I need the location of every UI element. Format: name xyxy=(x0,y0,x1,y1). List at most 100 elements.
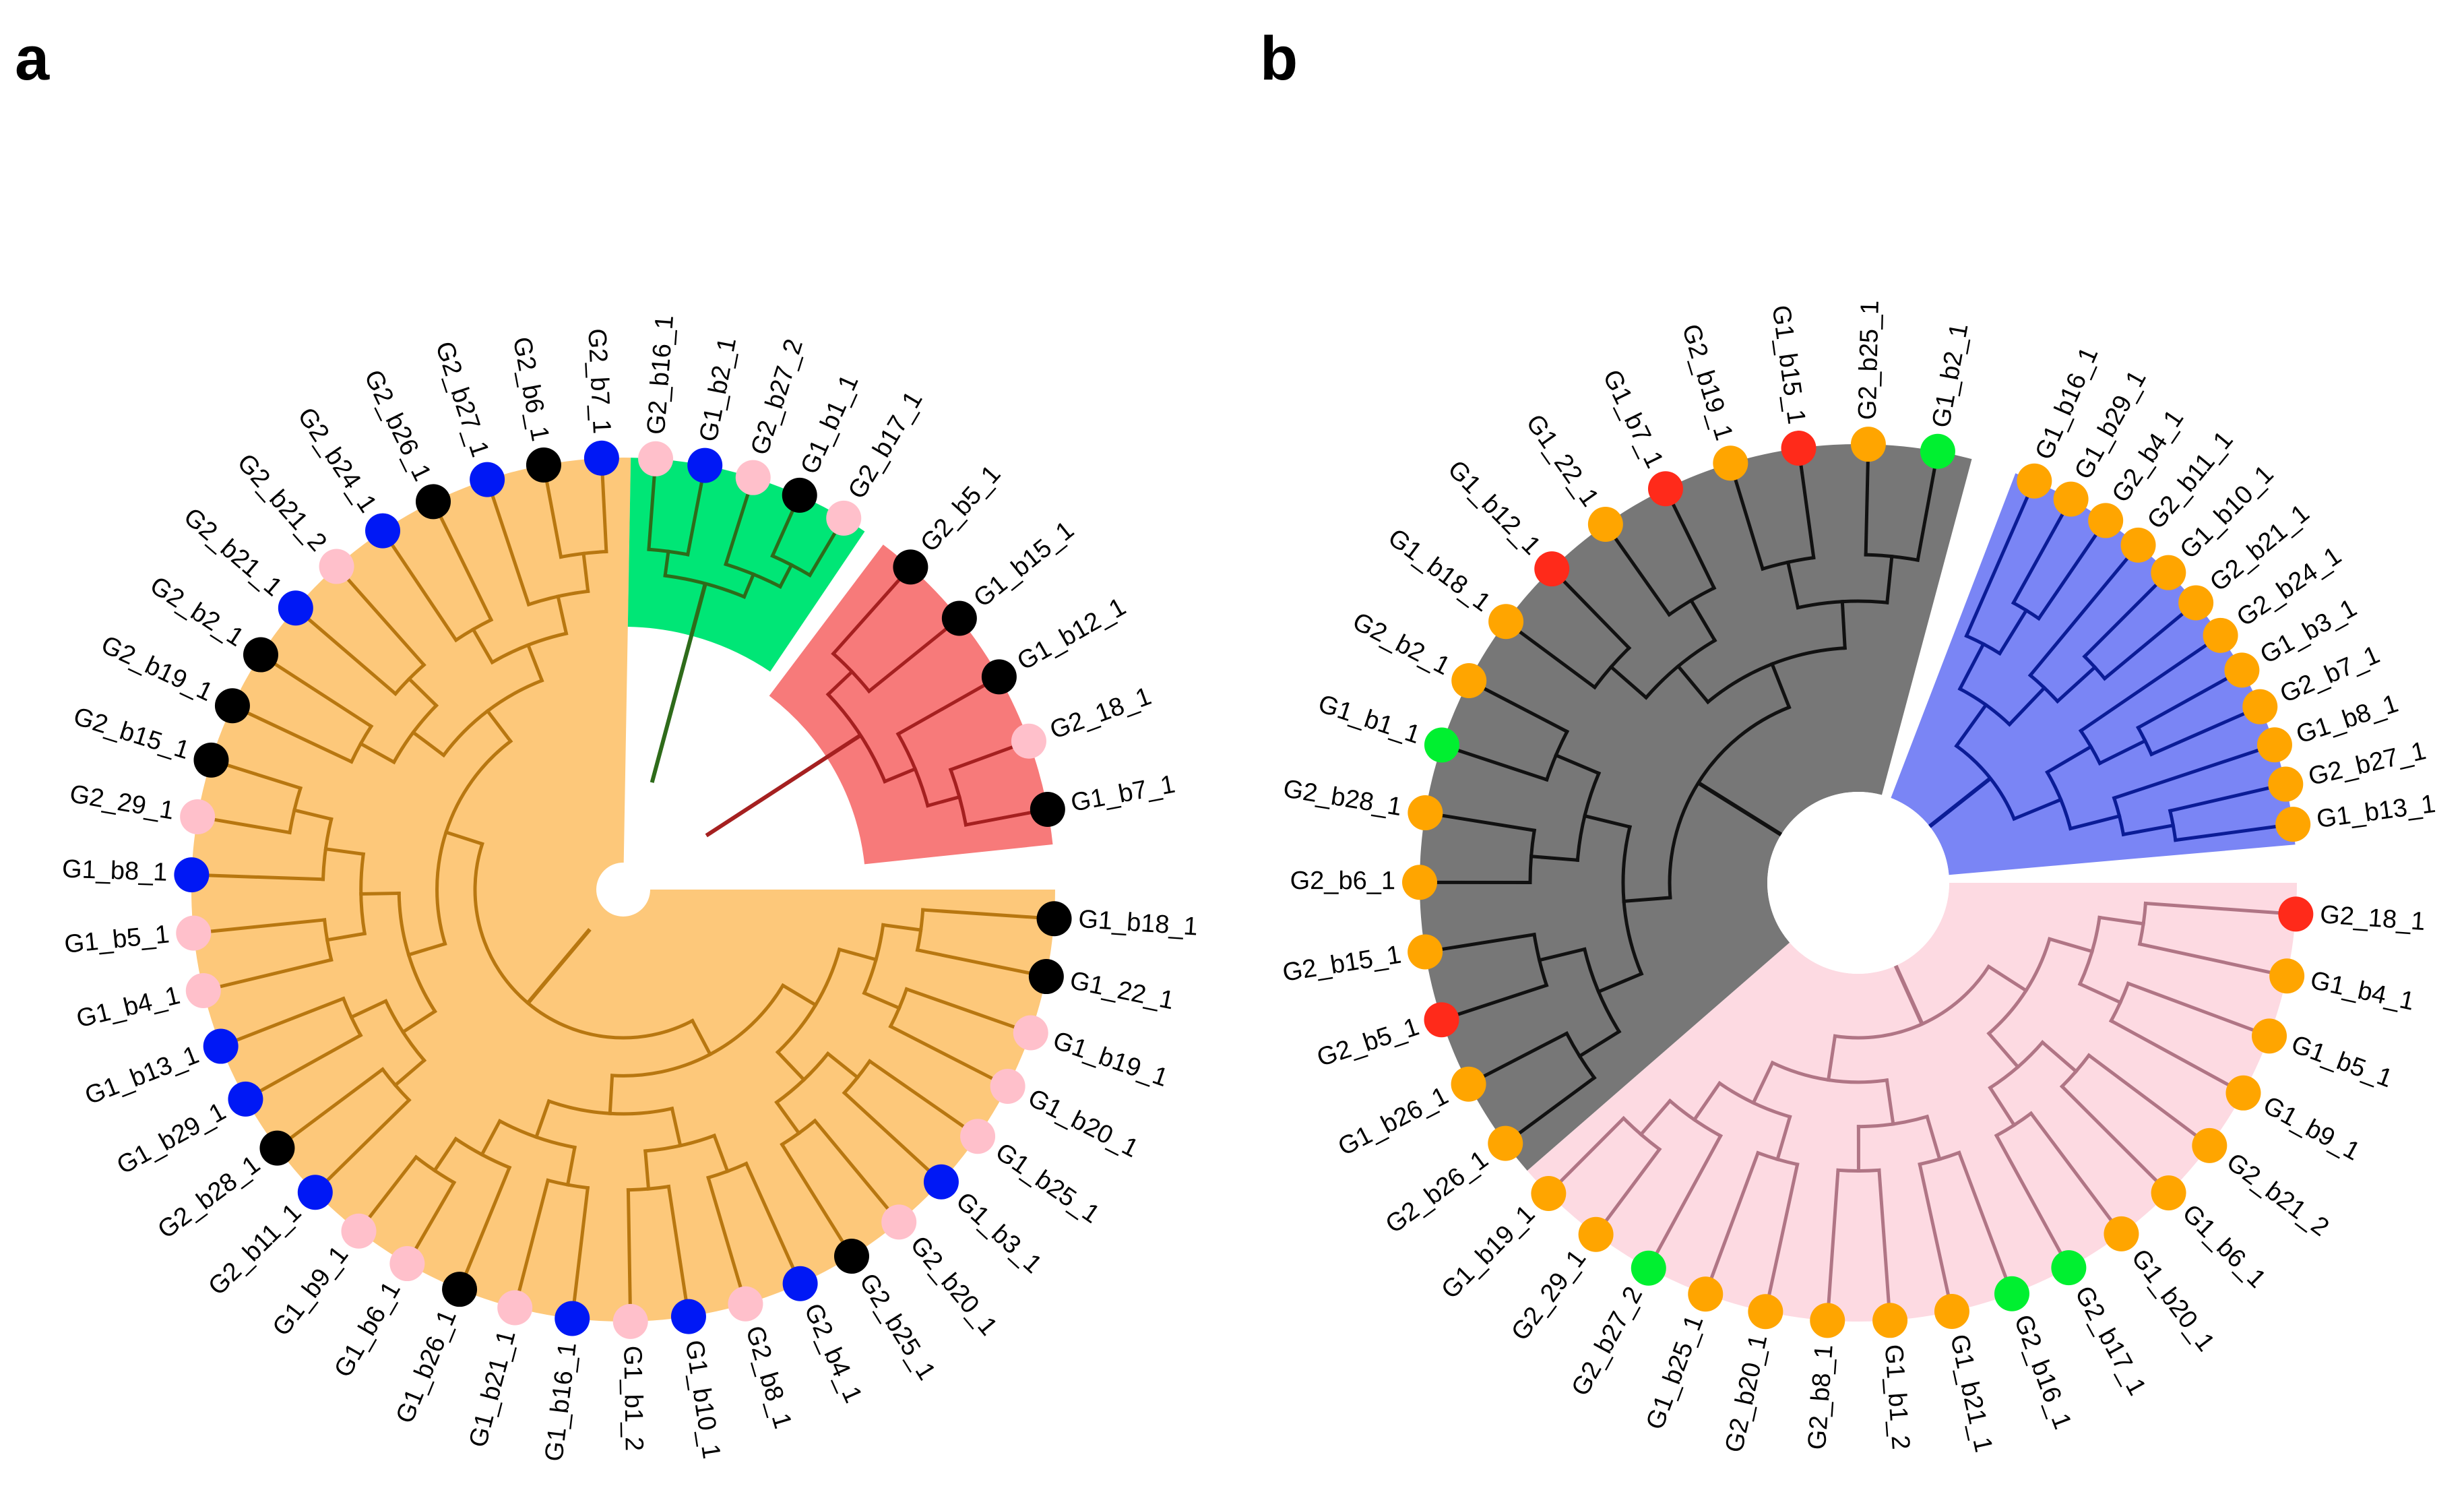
leaf-label: G1_b29_1 xyxy=(113,1097,231,1180)
tree-branch xyxy=(517,1178,550,1293)
leaf-label: G1_b18_1 xyxy=(1077,905,1199,941)
tip-marker xyxy=(612,1303,648,1339)
leaf-label: G1_b12_1 xyxy=(1442,455,1546,560)
tip-marker xyxy=(881,1204,917,1240)
tree-branch xyxy=(2121,823,2176,837)
tip-marker xyxy=(1713,445,1748,481)
leaf-label: G2_b17_1 xyxy=(843,387,928,504)
leaf-label: G2_b25_1 xyxy=(1854,300,1885,420)
tip-marker xyxy=(193,742,229,778)
tip-marker xyxy=(1810,1303,1845,1338)
tree-branch xyxy=(1613,536,1672,617)
leaf-label: G2_b6_1 xyxy=(507,335,555,443)
tree-branch xyxy=(1986,1030,2021,1070)
tree-branch xyxy=(685,480,704,557)
tip-marker xyxy=(1028,959,1064,995)
tree-branch xyxy=(1826,1034,1837,1082)
leaf-label: G2_b17_1 xyxy=(2069,1282,2151,1400)
tip-marker xyxy=(228,1081,263,1117)
tip-marker xyxy=(2017,463,2052,499)
tree-branch xyxy=(724,492,751,567)
tree-branch xyxy=(882,766,918,784)
leaf-label: G1_b5_1 xyxy=(2287,1030,2396,1093)
tree-branch xyxy=(2007,685,2047,727)
tree-branch xyxy=(2028,1111,2114,1222)
tree-branch xyxy=(556,594,569,636)
tree-branch xyxy=(2036,532,2098,621)
tree-branch xyxy=(1638,1098,1673,1137)
tip-marker xyxy=(728,1286,763,1322)
leaf-label: G1_b25_1 xyxy=(990,1138,1105,1229)
leaf-label: G1_b13_1 xyxy=(81,1041,203,1111)
tip-marker xyxy=(2278,896,2314,932)
tree-branch xyxy=(608,1074,614,1115)
tree-branch xyxy=(212,817,292,835)
tree-branch xyxy=(1688,598,1717,643)
tree-branch xyxy=(2168,786,2271,813)
tree-branch xyxy=(207,873,325,881)
tree-branch xyxy=(904,987,1017,1030)
leaf-label: G2_b20_1 xyxy=(1720,1332,1773,1455)
tree-branch xyxy=(390,542,459,643)
tree-branch xyxy=(323,846,366,857)
leaf-label: G2_18_1 xyxy=(2319,900,2426,936)
tip-marker xyxy=(687,447,723,483)
tip-marker xyxy=(365,513,401,549)
tree-branch xyxy=(780,1142,845,1244)
tree-branch xyxy=(825,669,854,697)
tip-marker xyxy=(1631,1250,1666,1286)
tree-branch xyxy=(666,1184,688,1301)
tree-branch xyxy=(2011,797,2063,822)
tip-marker xyxy=(1578,1216,1614,1252)
tip-marker xyxy=(1424,727,1459,763)
tree-branch xyxy=(2068,813,2122,831)
tree-branch xyxy=(581,551,590,594)
tree-branch xyxy=(1827,1168,1840,1305)
panel-a-tree: G1_b18_1G1_22_1G1_b19_1G1_b20_1G1_b25_1G… xyxy=(61,314,1199,1463)
tip-marker xyxy=(1850,427,1886,462)
tree-node-arc xyxy=(825,691,887,784)
leaf-label: G1_b5_1 xyxy=(63,920,171,959)
tree-branch xyxy=(1654,1134,1724,1256)
tree-branch xyxy=(888,1024,994,1081)
tree-branch xyxy=(2077,981,2123,1005)
tree-branch xyxy=(246,710,354,764)
tip-marker xyxy=(174,857,210,893)
leaf-label: G2_b15_1 xyxy=(70,702,193,765)
tip-marker xyxy=(297,1175,333,1210)
leaf-label: G1_b10_1 xyxy=(680,1338,726,1461)
tree-branch xyxy=(663,549,670,578)
tree-branch xyxy=(400,1009,437,1034)
center-hole xyxy=(1767,792,1949,974)
tree-branch xyxy=(2108,1018,2231,1087)
tree-branch xyxy=(367,1154,419,1220)
tip-marker xyxy=(2151,1175,2186,1211)
tree-branch xyxy=(1482,686,1570,734)
leaf-label: G2_b21_2 xyxy=(2221,1148,2334,1242)
tree-branch xyxy=(643,1149,651,1191)
tip-marker xyxy=(319,549,354,584)
tree-branch xyxy=(862,991,902,1011)
tip-marker xyxy=(1424,1002,1459,1038)
tree-branch xyxy=(964,810,1033,827)
tree-branch xyxy=(1608,664,1649,700)
tree-branch xyxy=(358,741,397,765)
tip-marker xyxy=(1688,1276,1724,1312)
tip-marker xyxy=(1030,791,1065,827)
tree-branch xyxy=(1733,477,1765,571)
tree-branch xyxy=(842,1090,931,1173)
tree-branch xyxy=(2126,981,2255,1032)
tip-marker xyxy=(2051,1250,2087,1286)
tree-branch xyxy=(2143,901,2281,915)
tree-branch xyxy=(1582,813,1633,830)
tip-marker xyxy=(1488,1125,1523,1161)
tip-marker xyxy=(1587,506,1623,542)
tree-branch xyxy=(626,1188,632,1306)
tip-marker xyxy=(389,1246,425,1282)
tree-branch xyxy=(410,730,446,758)
tree-branch xyxy=(1775,1115,1792,1162)
tip-marker xyxy=(923,1164,959,1200)
panel-b-letter: b xyxy=(1260,24,1298,93)
leaf-label: G1_b19_1 xyxy=(1436,1200,1540,1304)
tip-marker xyxy=(990,1069,1025,1105)
